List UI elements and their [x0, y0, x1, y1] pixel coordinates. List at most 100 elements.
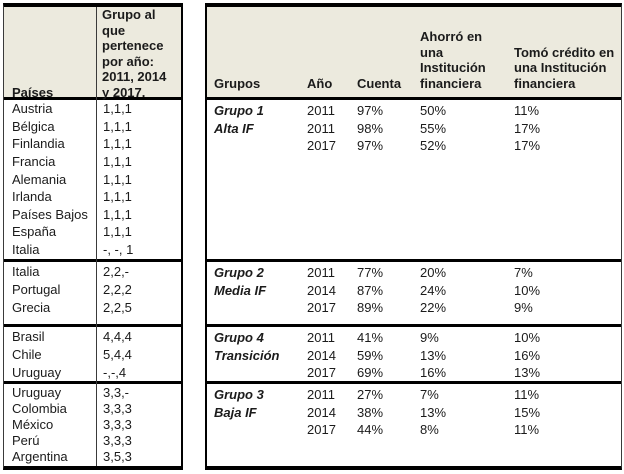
group-name-cell: Grupo 4 — [214, 330, 264, 346]
ahorro-cell: 24% — [420, 282, 447, 298]
country-name-cell: Brasil — [12, 328, 45, 344]
group-data-row: Grupo 1 2011 97% 50% 11% — [207, 102, 621, 120]
year-cell: 2017 — [307, 422, 336, 438]
country-block: Austria 1,1,1 Bélgica 1,1,1 Finlandia 1,1,1 Fr… — [4, 100, 181, 262]
ahorro-cell: 52% — [420, 138, 447, 154]
tomo-cell: 10% — [514, 330, 541, 346]
country-groups-cell: 1,1,1 — [103, 224, 132, 240]
group-data-row: 2017 89% 22% 9% — [207, 299, 621, 317]
ahorro-cell: 22% — [420, 300, 447, 316]
country-groups-cell: 2,2,- — [103, 263, 130, 279]
ahorro-cell: 16% — [420, 365, 447, 381]
year-cell: 2011 — [307, 330, 335, 346]
country-name-cell: Irlanda — [12, 189, 52, 205]
tomo-cell: 17% — [514, 138, 541, 154]
country-groups-cell: 1,1,1 — [103, 171, 132, 187]
country-groups-cell: 2,2,2 — [103, 281, 132, 297]
country-name-cell: Chile — [12, 346, 42, 362]
country-row: Irlanda 1,1,1 — [4, 188, 181, 206]
country-name-cell: Uruguay — [12, 384, 62, 400]
country-row: Perú 3,3,3 — [4, 433, 181, 449]
country-row: Uruguay -,-,4 — [4, 363, 181, 381]
cuenta-cell: 27% — [357, 387, 384, 403]
tables-gap — [183, 3, 205, 470]
country-name-cell: Bélgica — [12, 118, 55, 134]
ahorro-cell: 9% — [420, 330, 439, 346]
header-ano: Año — [307, 75, 333, 91]
country-row: Grecia 2,2,5 — [4, 298, 181, 316]
ahorro-cell: 8% — [420, 422, 439, 438]
tomo-cell: 11% — [514, 387, 540, 403]
ahorro-cell: 50% — [420, 103, 447, 119]
cuenta-cell: 59% — [357, 347, 384, 363]
country-groups-cell: 3,5,3 — [103, 449, 132, 465]
country-row: Portugal 2,2,2 — [4, 280, 181, 298]
cuenta-cell: 38% — [357, 404, 384, 420]
country-groups-cell: 1,1,1 — [103, 154, 132, 170]
year-cell: 2011 — [307, 120, 335, 136]
group-data-row: Media IF 2014 87% 24% 10% — [207, 282, 621, 300]
country-groups-cell: -,-,4 — [103, 364, 127, 380]
header-cuenta: Cuenta — [357, 75, 402, 91]
year-cell: 2017 — [307, 300, 336, 316]
group-data-row: Grupo 4 2011 41% 9% 10% — [207, 329, 621, 347]
cuenta-cell: 97% — [357, 103, 384, 119]
year-cell: 2014 — [307, 347, 336, 363]
year-cell: 2014 — [307, 282, 336, 298]
cuenta-cell: 69% — [357, 365, 384, 381]
country-groups-cell: 3,3,3 — [103, 416, 132, 432]
country-name-cell: Italia — [12, 263, 40, 279]
country-row: Austria 1,1,1 — [4, 100, 181, 118]
country-groups-cell: 5,4,4 — [103, 346, 132, 362]
tomo-cell: 11% — [514, 422, 540, 438]
year-cell: 2017 — [307, 365, 336, 381]
country-groups-cell: 3,3,3 — [103, 400, 132, 416]
group-block: Grupo 2 2011 77% 20% 7% Media IF 2014 87% 24% 10%… — [207, 262, 621, 327]
group-data-row: Baja IF 2014 38% 13% 15% — [207, 404, 621, 422]
country-groups-cell: 3,3,- — [103, 384, 130, 400]
cuenta-cell: 89% — [357, 300, 384, 316]
country-row: Chile 5,4,4 — [4, 345, 181, 363]
group-name-cell: Transición — [214, 347, 280, 363]
country-row: México 3,3,3 — [4, 416, 181, 432]
groups-table-header: Grupos Año Cuenta Ahorró en una Instituc… — [207, 7, 621, 100]
header-tomo-credito: Tomó crédito en una Institución financie… — [514, 44, 615, 91]
country-row: Colombia 3,3,3 — [4, 400, 181, 416]
country-name-cell: Perú — [12, 433, 40, 449]
country-groups-cell: 4,4,4 — [103, 328, 132, 344]
group-block: Grupo 1 2011 97% 50% 11% Alta IF 2011 98% 55% 17%… — [207, 100, 621, 262]
group-name-cell: Grupo 2 — [214, 265, 264, 281]
country-block: Italia 2,2,- Portugal 2,2,2 Grecia 2,2,5 — [4, 262, 181, 327]
group-name-cell: Grupo 3 — [214, 387, 264, 403]
country-row: Bélgica 1,1,1 — [4, 118, 181, 136]
country-name-cell: España — [12, 224, 57, 240]
tomo-cell: 11% — [514, 103, 540, 119]
country-name-cell: Colombia — [12, 400, 67, 416]
country-name-cell: Portugal — [12, 281, 61, 297]
group-name-cell: Baja IF — [214, 404, 257, 420]
country-row: Francia 1,1,1 — [4, 153, 181, 171]
ahorro-cell: 55% — [420, 120, 447, 136]
country-name-cell: Argentina — [12, 449, 68, 465]
tomo-cell: 17% — [514, 120, 541, 136]
country-block: Uruguay 3,3,- Colombia 3,3,3 México 3,3,3 Perú… — [4, 384, 181, 466]
cuenta-cell: 44% — [357, 422, 384, 438]
country-name-cell: Países Bajos — [12, 206, 88, 222]
country-groups-cell: -, -, 1 — [103, 242, 134, 258]
countries-table-body: Austria 1,1,1 Bélgica 1,1,1 Finlandia 1,1,1 Fr… — [4, 100, 181, 466]
year-cell: 2014 — [307, 404, 336, 420]
group-data-row: 2017 44% 8% 11% — [207, 421, 621, 439]
country-name-cell: Austria — [12, 101, 53, 117]
tomo-cell: 13% — [514, 365, 541, 381]
group-data-row: Alta IF 2011 98% 55% 17% — [207, 120, 621, 138]
country-groups-cell: 1,1,1 — [103, 206, 132, 222]
country-groups-cell: 2,2,5 — [103, 299, 132, 315]
country-groups-cell: 1,1,1 — [103, 118, 132, 134]
group-name-cell: Media IF — [214, 282, 267, 298]
country-groups-cell: 3,3,3 — [103, 433, 132, 449]
column-divider-line — [96, 7, 97, 466]
country-row: Brasil 4,4,4 — [4, 327, 181, 345]
country-name-cell: Alemania — [12, 171, 67, 187]
country-row: Finlandia 1,1,1 — [4, 135, 181, 153]
